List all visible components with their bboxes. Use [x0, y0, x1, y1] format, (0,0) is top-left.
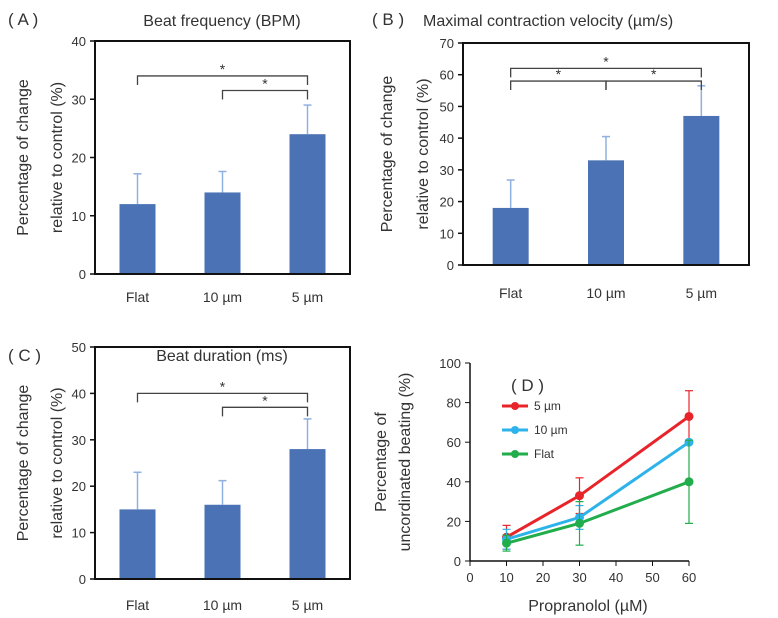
- y-axis-label: Percentage of change: [15, 385, 32, 542]
- y-tick-label: 10: [72, 526, 86, 541]
- significance-star: *: [651, 66, 657, 82]
- y-tick-label: 60: [440, 68, 454, 83]
- category-label: 5 µm: [292, 597, 323, 613]
- significance-star: *: [262, 76, 268, 92]
- significance-star: *: [556, 66, 562, 82]
- bar: [289, 134, 326, 274]
- panel-title: Beat duration (ms): [156, 348, 288, 365]
- significance-bracket: [221, 406, 309, 417]
- y-axis-label: Percentage of change: [15, 79, 32, 236]
- y-tick-label: 0: [454, 554, 461, 569]
- bar: [492, 207, 529, 265]
- data-point: [575, 518, 584, 528]
- y-tick-label: 0: [79, 572, 86, 587]
- y-tick-label: 70: [440, 36, 454, 51]
- series-line: [506, 480, 690, 545]
- category-label: 5 µm: [292, 289, 323, 305]
- significance-bracket: [221, 89, 309, 100]
- y-tick-label: 0: [79, 267, 86, 282]
- panel-title: Maximal contraction velocity (µm/s): [423, 13, 673, 30]
- panel-label: ( D ): [511, 376, 544, 395]
- plot-frame: [462, 42, 750, 266]
- category-label: 10 µm: [586, 285, 625, 301]
- legend-label: Flat: [534, 447, 555, 461]
- y-axis-label: Percentage of: [373, 412, 390, 512]
- panel-a: ( A ) Beat frequency (BPM) Percentage of c…: [8, 10, 351, 305]
- y-tick-label: 80: [447, 396, 461, 411]
- legend-label: 5 µm: [534, 399, 561, 413]
- legend-marker: [511, 450, 519, 458]
- x-tick-label: 10: [499, 570, 513, 585]
- y-tick-label: 0: [447, 258, 454, 273]
- bar: [289, 449, 326, 579]
- panel-label: ( B ): [372, 10, 404, 29]
- significance-star: *: [262, 392, 268, 408]
- legend-marker: [511, 402, 519, 410]
- y-axis-label: relative to control (%): [49, 387, 66, 538]
- y-tick-label: 40: [72, 386, 86, 401]
- x-tick-label: 20: [536, 570, 550, 585]
- y-axis-label: Percentage of change: [379, 76, 396, 233]
- panel-d: ( D ) Percentage of uncordinated beating (…: [373, 356, 696, 615]
- x-axis-label: Propranolol (µM): [528, 598, 647, 615]
- legend-marker: [511, 426, 519, 434]
- panel-label: ( C ): [8, 346, 41, 365]
- category-label: 10 µm: [203, 597, 242, 613]
- significance-star: *: [220, 378, 226, 394]
- y-tick-label: 10: [440, 226, 454, 241]
- category-label: Flat: [126, 289, 149, 305]
- data-point: [684, 477, 694, 487]
- category-label: Flat: [499, 285, 522, 301]
- bar: [204, 504, 241, 579]
- bar: [119, 204, 156, 274]
- y-tick-label: 100: [439, 356, 461, 371]
- y-axis-label: relative to control (%): [415, 78, 432, 229]
- significance-bracket: [510, 80, 607, 91]
- panel-b: ( B ) Maximal contraction velocity (µm/s)…: [372, 10, 750, 301]
- bar: [683, 115, 720, 265]
- category-label: Flat: [126, 597, 149, 613]
- y-tick-label: 30: [440, 163, 454, 178]
- significance-bracket: [136, 75, 309, 85]
- panel-title: Beat frequency (BPM): [143, 13, 300, 30]
- y-tick-label: 10: [72, 209, 86, 224]
- x-tick-label: 50: [645, 570, 659, 585]
- y-tick-label: 40: [440, 131, 454, 146]
- y-tick-label: 40: [447, 475, 461, 490]
- significance-bracket: [136, 392, 309, 403]
- panel-c: ( C ) Beat duration (ms) Percentage of cha…: [8, 340, 351, 613]
- legend-label: 10 µm: [534, 423, 568, 437]
- plot-frame: [94, 346, 351, 580]
- y-axis-label: relative to control (%): [49, 82, 66, 233]
- data-point: [502, 538, 511, 548]
- y-tick-label: 30: [72, 92, 86, 107]
- significance-bracket: [510, 67, 702, 78]
- bar: [119, 509, 156, 579]
- y-tick-label: 20: [72, 479, 86, 494]
- x-tick-label: 40: [609, 570, 623, 585]
- x-tick-label: 60: [682, 570, 696, 585]
- y-tick-label: 60: [447, 435, 461, 450]
- category-label: 10 µm: [203, 289, 242, 305]
- category-label: 5 µm: [686, 285, 717, 301]
- x-tick-label: 30: [572, 570, 586, 585]
- data-point: [575, 491, 584, 501]
- y-tick-label: 50: [72, 340, 86, 355]
- y-tick-label: 50: [440, 99, 454, 114]
- significance-bracket: [605, 80, 702, 91]
- significance-star: *: [603, 53, 609, 69]
- data-point: [684, 411, 694, 421]
- y-tick-label: 20: [447, 514, 461, 529]
- x-tick-label: 0: [466, 570, 473, 585]
- bar: [204, 192, 241, 274]
- y-tick-label: 20: [72, 151, 86, 166]
- y-axis-label: uncordinated beating (%): [397, 373, 414, 552]
- significance-star: *: [220, 61, 226, 77]
- bar: [588, 160, 624, 265]
- y-tick-label: 20: [440, 195, 454, 210]
- y-tick-label: 30: [72, 433, 86, 448]
- y-tick-label: 40: [72, 34, 86, 49]
- panel-label: ( A ): [8, 10, 38, 29]
